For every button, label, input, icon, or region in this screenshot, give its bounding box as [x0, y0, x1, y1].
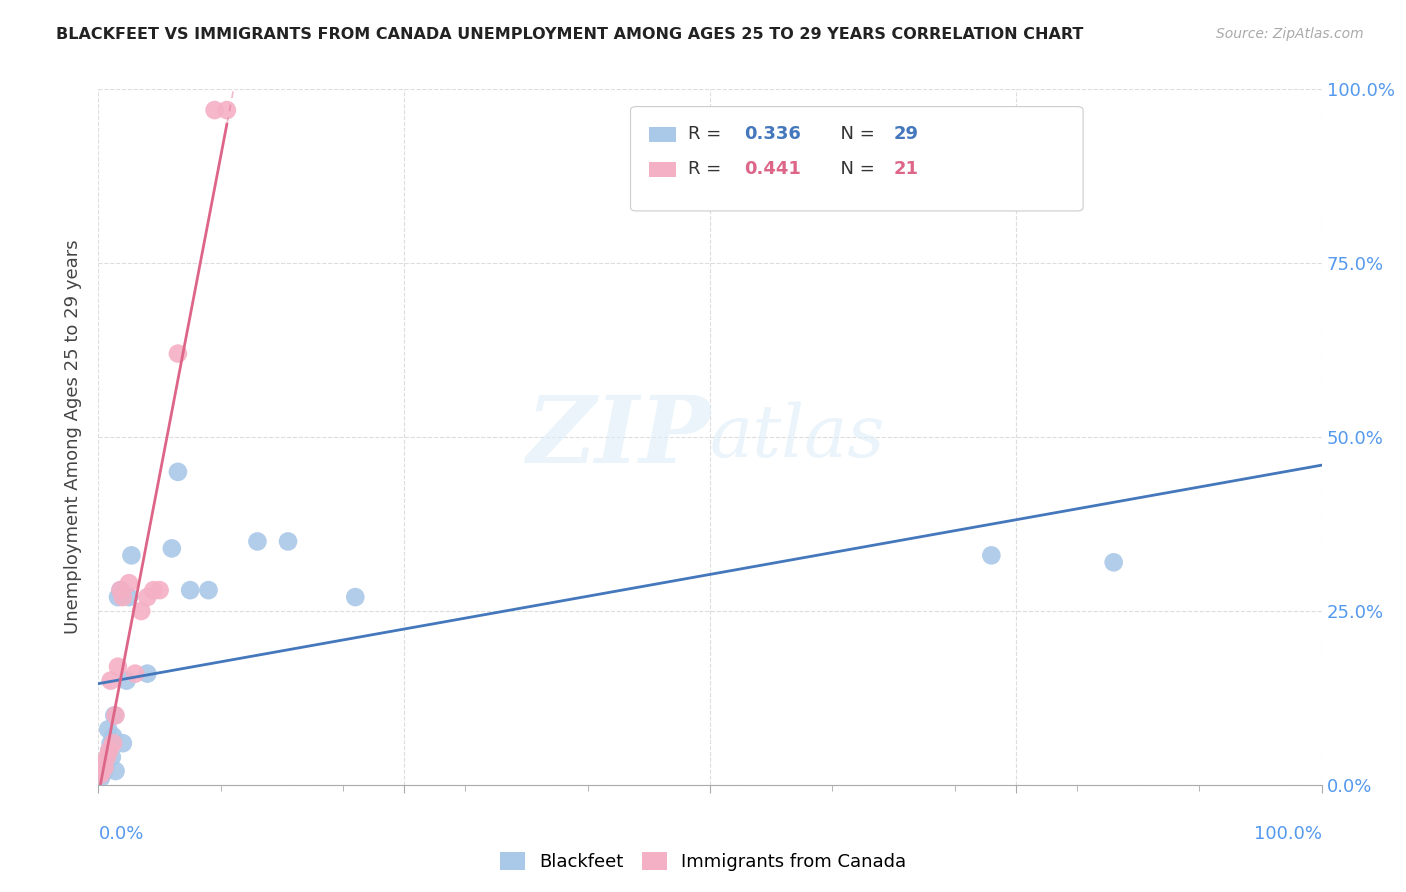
Text: R =: R = — [688, 161, 727, 178]
Text: 21: 21 — [894, 161, 918, 178]
Point — [136, 666, 159, 681]
Text: BLACKFEET VS IMMIGRANTS FROM CANADA UNEMPLOYMENT AMONG AGES 25 TO 29 YEARS CORRE: BLACKFEET VS IMMIGRANTS FROM CANADA UNEM… — [56, 27, 1084, 42]
Text: N =: N = — [828, 126, 880, 144]
Point — [104, 764, 127, 778]
Point — [204, 103, 226, 117]
Text: 0.0%: 0.0% — [98, 825, 143, 843]
Text: 0.441: 0.441 — [744, 161, 801, 178]
Point — [100, 736, 122, 750]
Point — [1102, 555, 1125, 569]
Point — [344, 590, 367, 604]
Point — [179, 583, 201, 598]
Point — [110, 583, 132, 598]
Point — [107, 659, 129, 673]
Text: 0.336: 0.336 — [744, 126, 801, 144]
Point — [115, 673, 138, 688]
Point — [91, 764, 114, 778]
Text: 100.0%: 100.0% — [1254, 825, 1322, 843]
Y-axis label: Unemployment Among Ages 25 to 29 years: Unemployment Among Ages 25 to 29 years — [65, 240, 83, 634]
Text: Source: ZipAtlas.com: Source: ZipAtlas.com — [1216, 27, 1364, 41]
Point — [93, 760, 115, 774]
Point — [136, 590, 159, 604]
Point — [118, 576, 141, 591]
Point — [101, 736, 124, 750]
Point — [118, 590, 141, 604]
Point — [124, 666, 146, 681]
Point — [101, 750, 124, 764]
Point — [142, 583, 165, 598]
Point — [103, 708, 125, 723]
Point — [246, 534, 269, 549]
FancyBboxPatch shape — [650, 161, 676, 177]
Point — [111, 736, 134, 750]
Point — [101, 729, 124, 743]
FancyBboxPatch shape — [650, 127, 676, 142]
Point — [90, 767, 112, 781]
Point — [197, 583, 219, 598]
Point — [91, 757, 114, 772]
Point — [97, 723, 120, 737]
Point — [277, 534, 299, 549]
Point — [129, 604, 152, 618]
Point — [91, 757, 114, 772]
Legend: Blackfeet, Immigrants from Canada: Blackfeet, Immigrants from Canada — [492, 846, 914, 879]
Point — [90, 771, 112, 785]
Point — [149, 583, 172, 598]
Text: 29: 29 — [894, 126, 918, 144]
Point — [96, 750, 118, 764]
Point — [167, 346, 190, 360]
Text: N =: N = — [828, 161, 880, 178]
Point — [110, 583, 132, 598]
FancyBboxPatch shape — [630, 106, 1083, 211]
Text: R =: R = — [688, 126, 727, 144]
Point — [111, 590, 134, 604]
Point — [120, 549, 142, 563]
Point — [100, 673, 122, 688]
Point — [160, 541, 183, 556]
Point — [215, 103, 238, 117]
Point — [104, 708, 127, 723]
Point — [98, 743, 121, 757]
Point — [94, 760, 117, 774]
Text: ZIP: ZIP — [526, 392, 710, 482]
Point — [96, 754, 118, 768]
Point — [91, 767, 114, 781]
Point — [93, 764, 115, 778]
Point — [167, 465, 190, 479]
Point — [107, 590, 129, 604]
Text: atlas: atlas — [710, 401, 886, 473]
Point — [98, 743, 121, 757]
Point — [980, 549, 1002, 563]
